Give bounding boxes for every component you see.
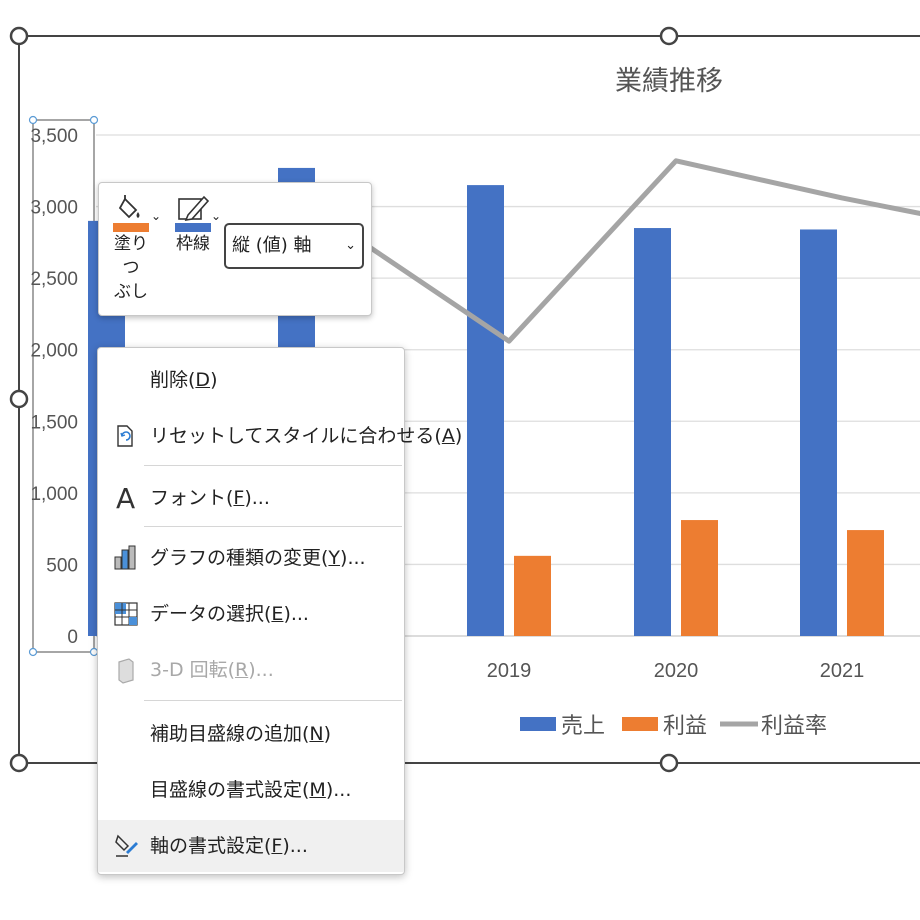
outline-dropdown-chevron-icon[interactable]: ⌄ (211, 209, 222, 223)
x-tick-label: 2019 (487, 660, 532, 682)
fill-button[interactable]: 塗りつ ぶし (109, 191, 153, 304)
x-tick-label: 2020 (654, 660, 699, 682)
selection-handles[interactable] (9, 26, 679, 773)
menu-item-label: 削除(D) (150, 369, 218, 391)
chevron-down-icon: ⌄ (345, 238, 356, 253)
sales-bar[interactable] (634, 228, 671, 637)
y-tick-label: 1,000 (30, 484, 78, 505)
menu-item-label: データの選択(E)... (150, 603, 309, 625)
menu-item-label: リセットしてスタイルに合わせる(A) (150, 425, 463, 447)
paint-bucket-icon (118, 195, 140, 219)
menu-item: 3-D 回転(R)... (98, 644, 404, 696)
menu-item[interactable]: 削除(D) (98, 354, 404, 406)
format-axis-icon (112, 832, 140, 860)
fill-dropdown-chevron-icon[interactable]: ⌄ (151, 209, 162, 223)
menu-item-label: グラフの種類の変更(Y)... (150, 547, 366, 569)
legend[interactable]: 売上 利益 利益率 (520, 713, 827, 738)
menu-item[interactable]: リセットしてスタイルに合わせる(A) (98, 410, 462, 462)
axis-handle (28, 115, 38, 125)
pen-outline-icon (178, 195, 210, 222)
line-series[interactable] (318, 158, 920, 344)
outline-button[interactable]: 枠線 (173, 191, 213, 256)
resize-handle-top-middle[interactable] (659, 26, 679, 46)
profit-rate-line[interactable] (318, 158, 920, 344)
chart-title[interactable]: 業績推移 (615, 66, 723, 96)
profit-bar[interactable] (847, 530, 884, 636)
axis-handle (28, 647, 38, 657)
y-tick-label: 1,500 (30, 412, 78, 433)
y-tick-label: 2,500 (30, 269, 78, 290)
menu-item[interactable]: 補助目盛線の追加(N) (98, 708, 404, 760)
menu-separator (144, 700, 402, 701)
menu-separator (144, 526, 402, 527)
3d-rotation-icon (112, 656, 140, 684)
y-tick-label: 3,500 (30, 126, 78, 147)
menu-item[interactable]: データの選択(E)... (98, 588, 404, 640)
legend-swatch (622, 717, 658, 731)
menu-item[interactable]: 軸の書式設定(F)... (98, 820, 404, 872)
x-tick-label: 2021 (820, 660, 865, 682)
reset-style-icon (112, 422, 140, 450)
legend-swatch (520, 717, 556, 731)
font-icon: A (112, 482, 140, 515)
select-data-icon (112, 600, 140, 628)
menu-item-label: 補助目盛線の追加(N) (150, 723, 332, 745)
outline-label: 枠線 (176, 234, 210, 254)
sales-bar[interactable] (467, 185, 504, 636)
menu-item-label: 3-D 回転(R)... (150, 659, 274, 681)
menu-item-label: 軸の書式設定(F)... (150, 835, 308, 857)
profit-bar[interactable] (681, 520, 718, 636)
fill-label: 塗りつ (114, 234, 148, 278)
y-tick-label: 2,000 (30, 341, 78, 362)
chart-element-select[interactable]: 縦 (値) 軸 ⌄ (224, 223, 364, 269)
y-axis-ticks: 3,500 3,000 2,500 2,000 1,500 1,000 500 0 (30, 126, 78, 648)
menu-item-label: フォント(F)... (150, 487, 270, 509)
context-menu: 削除(D) リセットしてスタイルに合わせる(A) A フォント(F)... グラフの種類… (97, 347, 462, 875)
menu-item[interactable]: 目盛線の書式設定(M)... (98, 764, 404, 816)
chart-type-icon (112, 544, 140, 572)
fill-color-swatch (113, 223, 149, 232)
legend-label: 利益率 (761, 713, 827, 738)
fill-label-2: ぶし (114, 282, 148, 302)
x-axis-labels: 2019 2020 2021 (487, 660, 865, 682)
resize-handle-top-left[interactable] (9, 26, 29, 46)
resize-handle-bottom-left[interactable] (9, 753, 29, 773)
profit-bar[interactable] (514, 555, 551, 636)
menu-item[interactable]: A フォント(F)... (98, 472, 404, 524)
menu-item-label: 目盛線の書式設定(M)... (150, 779, 352, 801)
resize-handle-bottom-middle[interactable] (659, 753, 679, 773)
svg-text:A: A (116, 484, 135, 512)
menu-separator (144, 465, 402, 466)
legend-label: 売上 (561, 713, 605, 738)
outline-color-swatch (175, 223, 211, 232)
resize-handle-middle-left[interactable] (9, 389, 29, 409)
y-tick-label: 500 (46, 555, 78, 576)
axis-handle (89, 115, 99, 125)
y-tick-label: 0 (67, 627, 78, 648)
legend-label: 利益 (663, 713, 707, 738)
menu-item[interactable]: グラフの種類の変更(Y)... (98, 532, 404, 584)
sales-bar[interactable] (800, 229, 837, 636)
y-tick-label: 3,000 (30, 198, 78, 219)
mini-toolbar: 塗りつ ぶし ⌄ 枠線 ⌄ 縦 (値) 軸 ⌄ (98, 182, 372, 316)
chart-element-select-value: 縦 (値) 軸 (232, 235, 312, 256)
